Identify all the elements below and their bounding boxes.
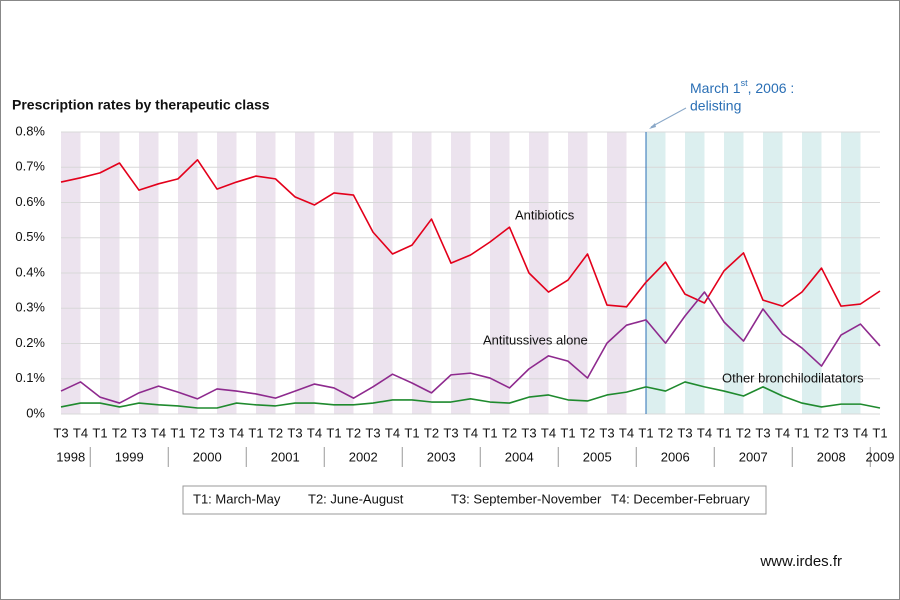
year-label: 2005: [583, 449, 612, 464]
x-tick-label: T4: [619, 425, 634, 440]
x-tick-label: T3: [443, 425, 458, 440]
y-tick-label: 0.8%: [15, 123, 45, 138]
y-tick-label: 0.2%: [15, 335, 45, 350]
year-label: 2008: [817, 449, 846, 464]
x-tick-label: T1: [872, 425, 887, 440]
x-tick-label: T3: [53, 425, 68, 440]
x-tick-label: T1: [716, 425, 731, 440]
y-tick-label: 0.5%: [15, 229, 45, 244]
x-tick-label: T4: [697, 425, 712, 440]
y-tick-label: 0.1%: [15, 370, 45, 385]
notes-box: [182, 485, 767, 515]
x-tick-label: T4: [385, 425, 400, 440]
x-tick-label: T4: [463, 425, 478, 440]
series-label: Antibiotics: [515, 207, 575, 222]
x-tick-label: T3: [209, 425, 224, 440]
annotation-line2: delisting: [690, 98, 741, 114]
legend-note: T1: March-May: [193, 491, 281, 506]
x-tick-label: T3: [677, 425, 692, 440]
x-tick-label: T3: [755, 425, 770, 440]
x-tick-label: T2: [502, 425, 517, 440]
x-tick-label: T1: [248, 425, 263, 440]
annotation: March 1st, 2006 :: [690, 78, 794, 95]
year-label: 2009: [866, 449, 895, 464]
x-tick-label: T1: [560, 425, 575, 440]
chart-title: Prescription rates by therapeutic class: [12, 97, 270, 113]
x-tick-label: T3: [521, 425, 536, 440]
x-tick-label: T2: [346, 425, 361, 440]
annotation-arrow: [650, 107, 687, 128]
legend-note: T2: June-August: [308, 491, 404, 506]
year-label: 2001: [271, 449, 300, 464]
x-tick-label: T2: [580, 425, 595, 440]
legend-note: T3: September-November: [451, 491, 602, 506]
series-line: [60, 291, 881, 404]
series-line: [60, 381, 881, 409]
year-label: 1998: [56, 449, 85, 464]
x-tick-label: T1: [404, 425, 419, 440]
annotation-text: March 1: [690, 80, 741, 96]
year-label: 2006: [661, 449, 690, 464]
x-tick-label: T2: [814, 425, 829, 440]
series-label: Other bronchilodilatators: [722, 370, 864, 385]
annotation-sup: st: [741, 78, 749, 88]
legend-note: T4: December-February: [611, 491, 750, 506]
y-tick-label: 0%: [26, 405, 45, 420]
series-label: Antitussives alone: [483, 332, 588, 347]
x-tick-label: T4: [853, 425, 868, 440]
x-tick-label: T4: [73, 425, 88, 440]
series-line: [60, 159, 881, 308]
x-tick-label: T3: [131, 425, 146, 440]
x-tick-label: T1: [326, 425, 341, 440]
x-tick-label: T2: [424, 425, 439, 440]
x-tick-label: T2: [658, 425, 673, 440]
year-label: 2004: [505, 449, 534, 464]
y-tick-label: 0.4%: [15, 264, 45, 279]
year-label: 2000: [193, 449, 222, 464]
x-tick-label: T1: [794, 425, 809, 440]
x-tick-label: T4: [229, 425, 244, 440]
year-label: 1999: [115, 449, 144, 464]
x-tick-label: T1: [92, 425, 107, 440]
y-tick-label: 0.7%: [15, 159, 45, 174]
x-tick-label: T1: [638, 425, 653, 440]
x-tick-label: T4: [775, 425, 790, 440]
source: www.irdes.fr: [759, 553, 842, 570]
y-tick-label: 0.6%: [15, 194, 45, 209]
year-label: 2002: [349, 449, 378, 464]
x-tick-label: T3: [599, 425, 614, 440]
x-tick-label: T1: [170, 425, 185, 440]
x-tick-label: T3: [287, 425, 302, 440]
arrow-head: [649, 123, 656, 129]
y-tick-label: 0.3%: [15, 300, 45, 315]
grid: [61, 131, 880, 415]
x-tick-label: T1: [482, 425, 497, 440]
year-label: 2003: [427, 449, 456, 464]
x-tick-label: T2: [736, 425, 751, 440]
x-tick-label: T2: [268, 425, 283, 440]
x-tick-label: T4: [307, 425, 322, 440]
x-tick-label: T4: [151, 425, 166, 440]
x-tick-label: T2: [190, 425, 205, 440]
x-tick-label: T3: [833, 425, 848, 440]
x-tick-label: T3: [365, 425, 380, 440]
x-tick-label: T2: [112, 425, 127, 440]
x-tick-label: T4: [541, 425, 556, 440]
annotation-text-after: , 2006 :: [748, 80, 795, 96]
year-label: 2007: [739, 449, 768, 464]
